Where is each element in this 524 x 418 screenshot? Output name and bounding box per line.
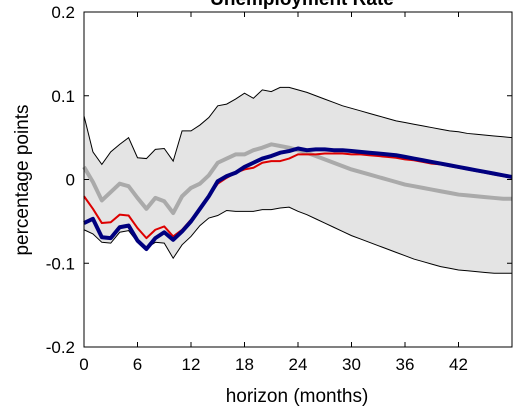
plot-area: 0 6 12 18 24 30 36 42 -0.2 -0.1 0 0.1 0.2 xyxy=(46,3,512,374)
x-tick-label: 18 xyxy=(235,355,254,374)
x-tick-label: 36 xyxy=(396,355,415,374)
y-tick-label: 0.2 xyxy=(51,3,75,22)
y-tick-label: -0.1 xyxy=(46,254,75,273)
y-tick-label: -0.2 xyxy=(46,338,75,357)
y-tick-label: 0.1 xyxy=(51,87,75,106)
chart-title: Unemployment Rate xyxy=(210,0,394,10)
y-tick-label: 0 xyxy=(66,171,75,190)
x-tick-label: 30 xyxy=(342,355,361,374)
x-tick-label: 6 xyxy=(133,355,142,374)
x-tick-label: 12 xyxy=(182,355,201,374)
x-tick-label: 42 xyxy=(449,355,468,374)
x-axis-label: horizon (months) xyxy=(226,386,369,407)
x-tick-label: 0 xyxy=(79,355,88,374)
y-axis-label: percentage points xyxy=(12,104,33,255)
x-tick-label: 24 xyxy=(289,355,308,374)
